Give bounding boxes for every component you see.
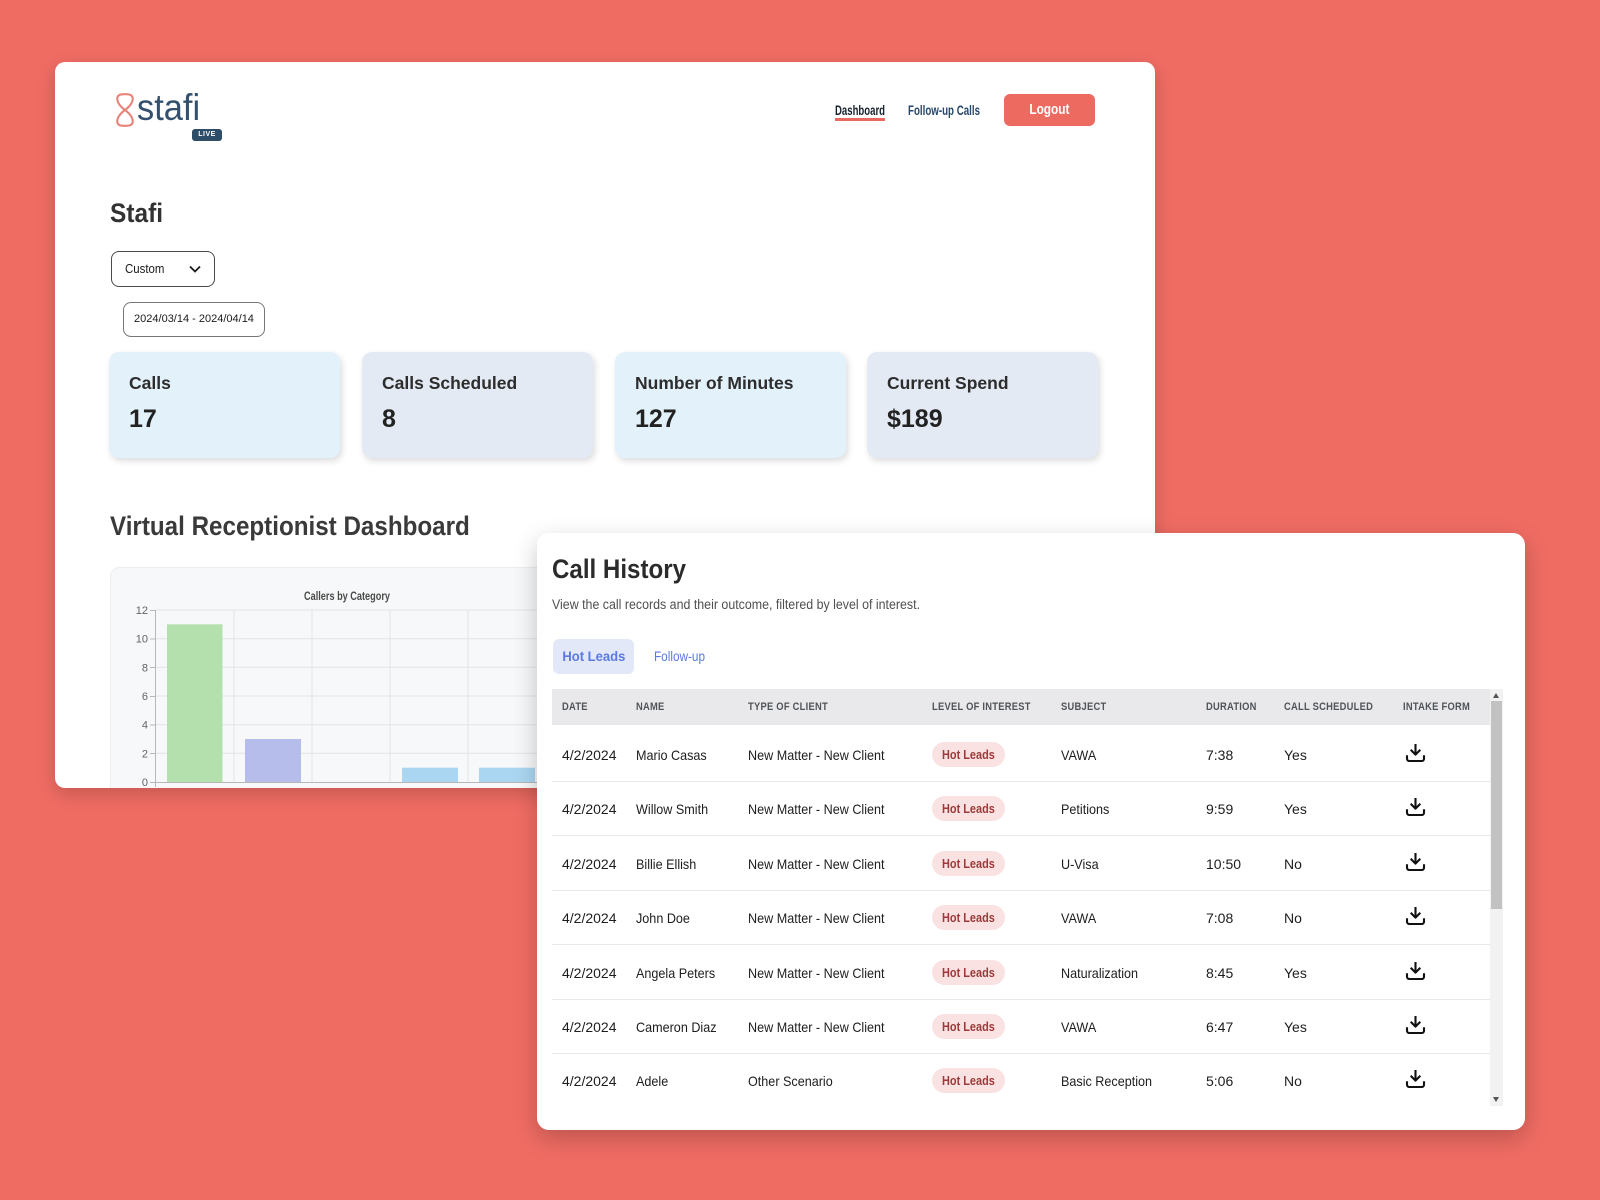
svg-text:0: 0 xyxy=(142,777,148,787)
svg-text:4: 4 xyxy=(142,720,148,732)
svg-text:2: 2 xyxy=(142,748,148,760)
svg-text:12: 12 xyxy=(136,605,148,617)
svg-text:Callers by Category: Callers by Category xyxy=(304,589,390,603)
svg-text:10: 10 xyxy=(136,634,148,646)
svg-text:8: 8 xyxy=(142,662,148,674)
svg-text:6: 6 xyxy=(142,691,148,703)
